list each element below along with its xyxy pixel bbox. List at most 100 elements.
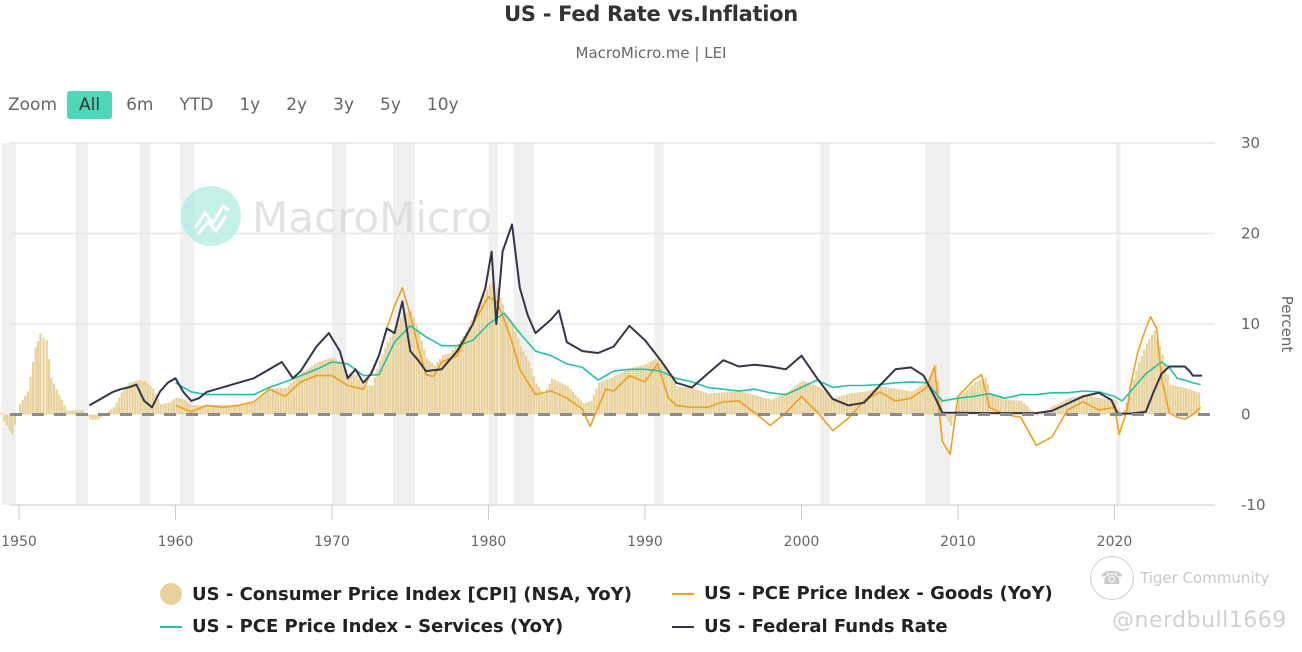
zoom-button-3y[interactable]: 3y: [333, 95, 355, 115]
legend-item-fed-funds[interactable]: US - Federal Funds Rate: [672, 616, 948, 637]
cpi-column: [827, 393, 830, 415]
cpi-column: [746, 393, 749, 415]
cpi-column: [261, 394, 264, 415]
cpi-column: [159, 404, 163, 415]
cpi-column: [697, 389, 700, 415]
cpi-column: [509, 319, 512, 415]
cpi-column: [767, 399, 770, 415]
cpi-column: [352, 374, 356, 415]
cpi-column: [1098, 397, 1102, 415]
cpi-column: [950, 414, 953, 427]
cpi-column: [295, 377, 298, 415]
cpi-column: [626, 369, 629, 415]
cpi-column: [292, 380, 296, 415]
legend-item-cpi[interactable]: US - Consumer Price Index [CPI] (NSA, Yo…: [160, 583, 632, 605]
chart-subtitle: MacroMicro.me | LEI: [575, 44, 727, 62]
macromicro-logo-icon: [181, 186, 241, 246]
cpi-column: [248, 403, 251, 415]
cpi-column: [1166, 374, 1169, 415]
cpi-column: [754, 395, 757, 415]
cpi-column: [1080, 395, 1083, 415]
cpi-column: [1091, 396, 1094, 415]
cpi-column: [120, 392, 123, 415]
cpi-column: [639, 365, 642, 415]
zoom-button-5y[interactable]: 5y: [380, 95, 401, 115]
cpi-column: [1192, 390, 1195, 415]
zoom-button-2y[interactable]: 2y: [286, 95, 308, 115]
cpi-column: [238, 405, 241, 415]
cpi-column: [467, 326, 470, 415]
cpi-column: [702, 391, 705, 415]
zoom-button-ytd[interactable]: YTD: [179, 95, 214, 115]
cpi-column: [1096, 397, 1099, 415]
cpi-column: [1070, 397, 1073, 415]
cpi-column: [642, 364, 645, 415]
cpi-column: [538, 387, 541, 415]
legend-item-pce-services[interactable]: US - PCE Price Index - Services (YoY): [160, 616, 563, 637]
cpi-column: [621, 372, 624, 415]
cpi-column: [566, 385, 569, 415]
cpi-column: [999, 397, 1002, 415]
cpi-column: [269, 388, 272, 415]
cpi-column: [394, 327, 397, 415]
cpi-column: [1145, 343, 1148, 415]
cpi-column: [13, 414, 16, 425]
zoom-button-all[interactable]: All: [67, 91, 113, 119]
cpi-column: [824, 391, 828, 415]
cpi-column: [201, 405, 204, 415]
cpi-column: [1077, 395, 1081, 415]
cpi-column: [1038, 414, 1042, 415]
cpi-column: [926, 380, 929, 415]
cpi-column: [441, 355, 444, 415]
cpi-column: [918, 386, 922, 415]
cpi-column: [97, 414, 100, 420]
cpi-column: [634, 366, 637, 415]
cpi-column: [514, 330, 517, 415]
cpi-column: [605, 379, 609, 415]
cpi-column: [266, 390, 269, 415]
cpi-column: [561, 383, 564, 415]
cpi-column: [496, 288, 499, 415]
cpi-column: [76, 410, 79, 415]
cpi-column: [817, 386, 820, 415]
cpi-column: [191, 405, 194, 415]
cpi-column: [1036, 414, 1039, 416]
cpi-column: [997, 396, 1000, 415]
cpi-column: [332, 357, 335, 415]
tiger-logo-icon: ☎: [1090, 556, 1134, 600]
cpi-column: [490, 282, 494, 415]
cpi-column: [976, 381, 979, 415]
cpi-column: [78, 410, 82, 415]
cpi-column: [877, 387, 880, 415]
cpi-column: [1174, 385, 1177, 415]
cpi-column: [277, 388, 280, 415]
cpi-column: [1109, 399, 1112, 415]
cpi-column: [230, 405, 233, 415]
cpi-column: [454, 346, 457, 415]
cpi-column: [65, 410, 69, 415]
cpi-column: [321, 360, 324, 415]
cpi-column: [214, 405, 217, 415]
cpi-column: [318, 361, 322, 415]
zoom-button-10y[interactable]: 10y: [426, 95, 459, 115]
cpi-column: [384, 347, 387, 415]
cpi-column: [446, 353, 449, 415]
zoom-button-1y[interactable]: 1y: [239, 95, 261, 115]
cpi-column: [1017, 400, 1021, 415]
zoom-label: Zoom: [8, 95, 58, 115]
cpi-column: [1123, 409, 1126, 415]
cpi-column: [762, 397, 765, 415]
legend-item-pce-goods[interactable]: US - PCE Price Index - Goods (YoY): [672, 583, 1053, 604]
cpi-column: [1093, 396, 1096, 415]
cpi-column: [240, 405, 243, 415]
cpi-column: [871, 389, 875, 415]
cpi-column: [504, 312, 507, 415]
cpi-column: [1153, 330, 1156, 415]
macromicro-watermark: MacroMicro: [181, 186, 492, 246]
cpi-column: [1064, 399, 1068, 415]
cpi-column: [553, 379, 556, 415]
cpi-column: [45, 340, 48, 415]
zoom-button-6m[interactable]: 6m: [126, 95, 154, 115]
cpi-column: [522, 351, 525, 415]
cpi-column: [1197, 392, 1201, 415]
